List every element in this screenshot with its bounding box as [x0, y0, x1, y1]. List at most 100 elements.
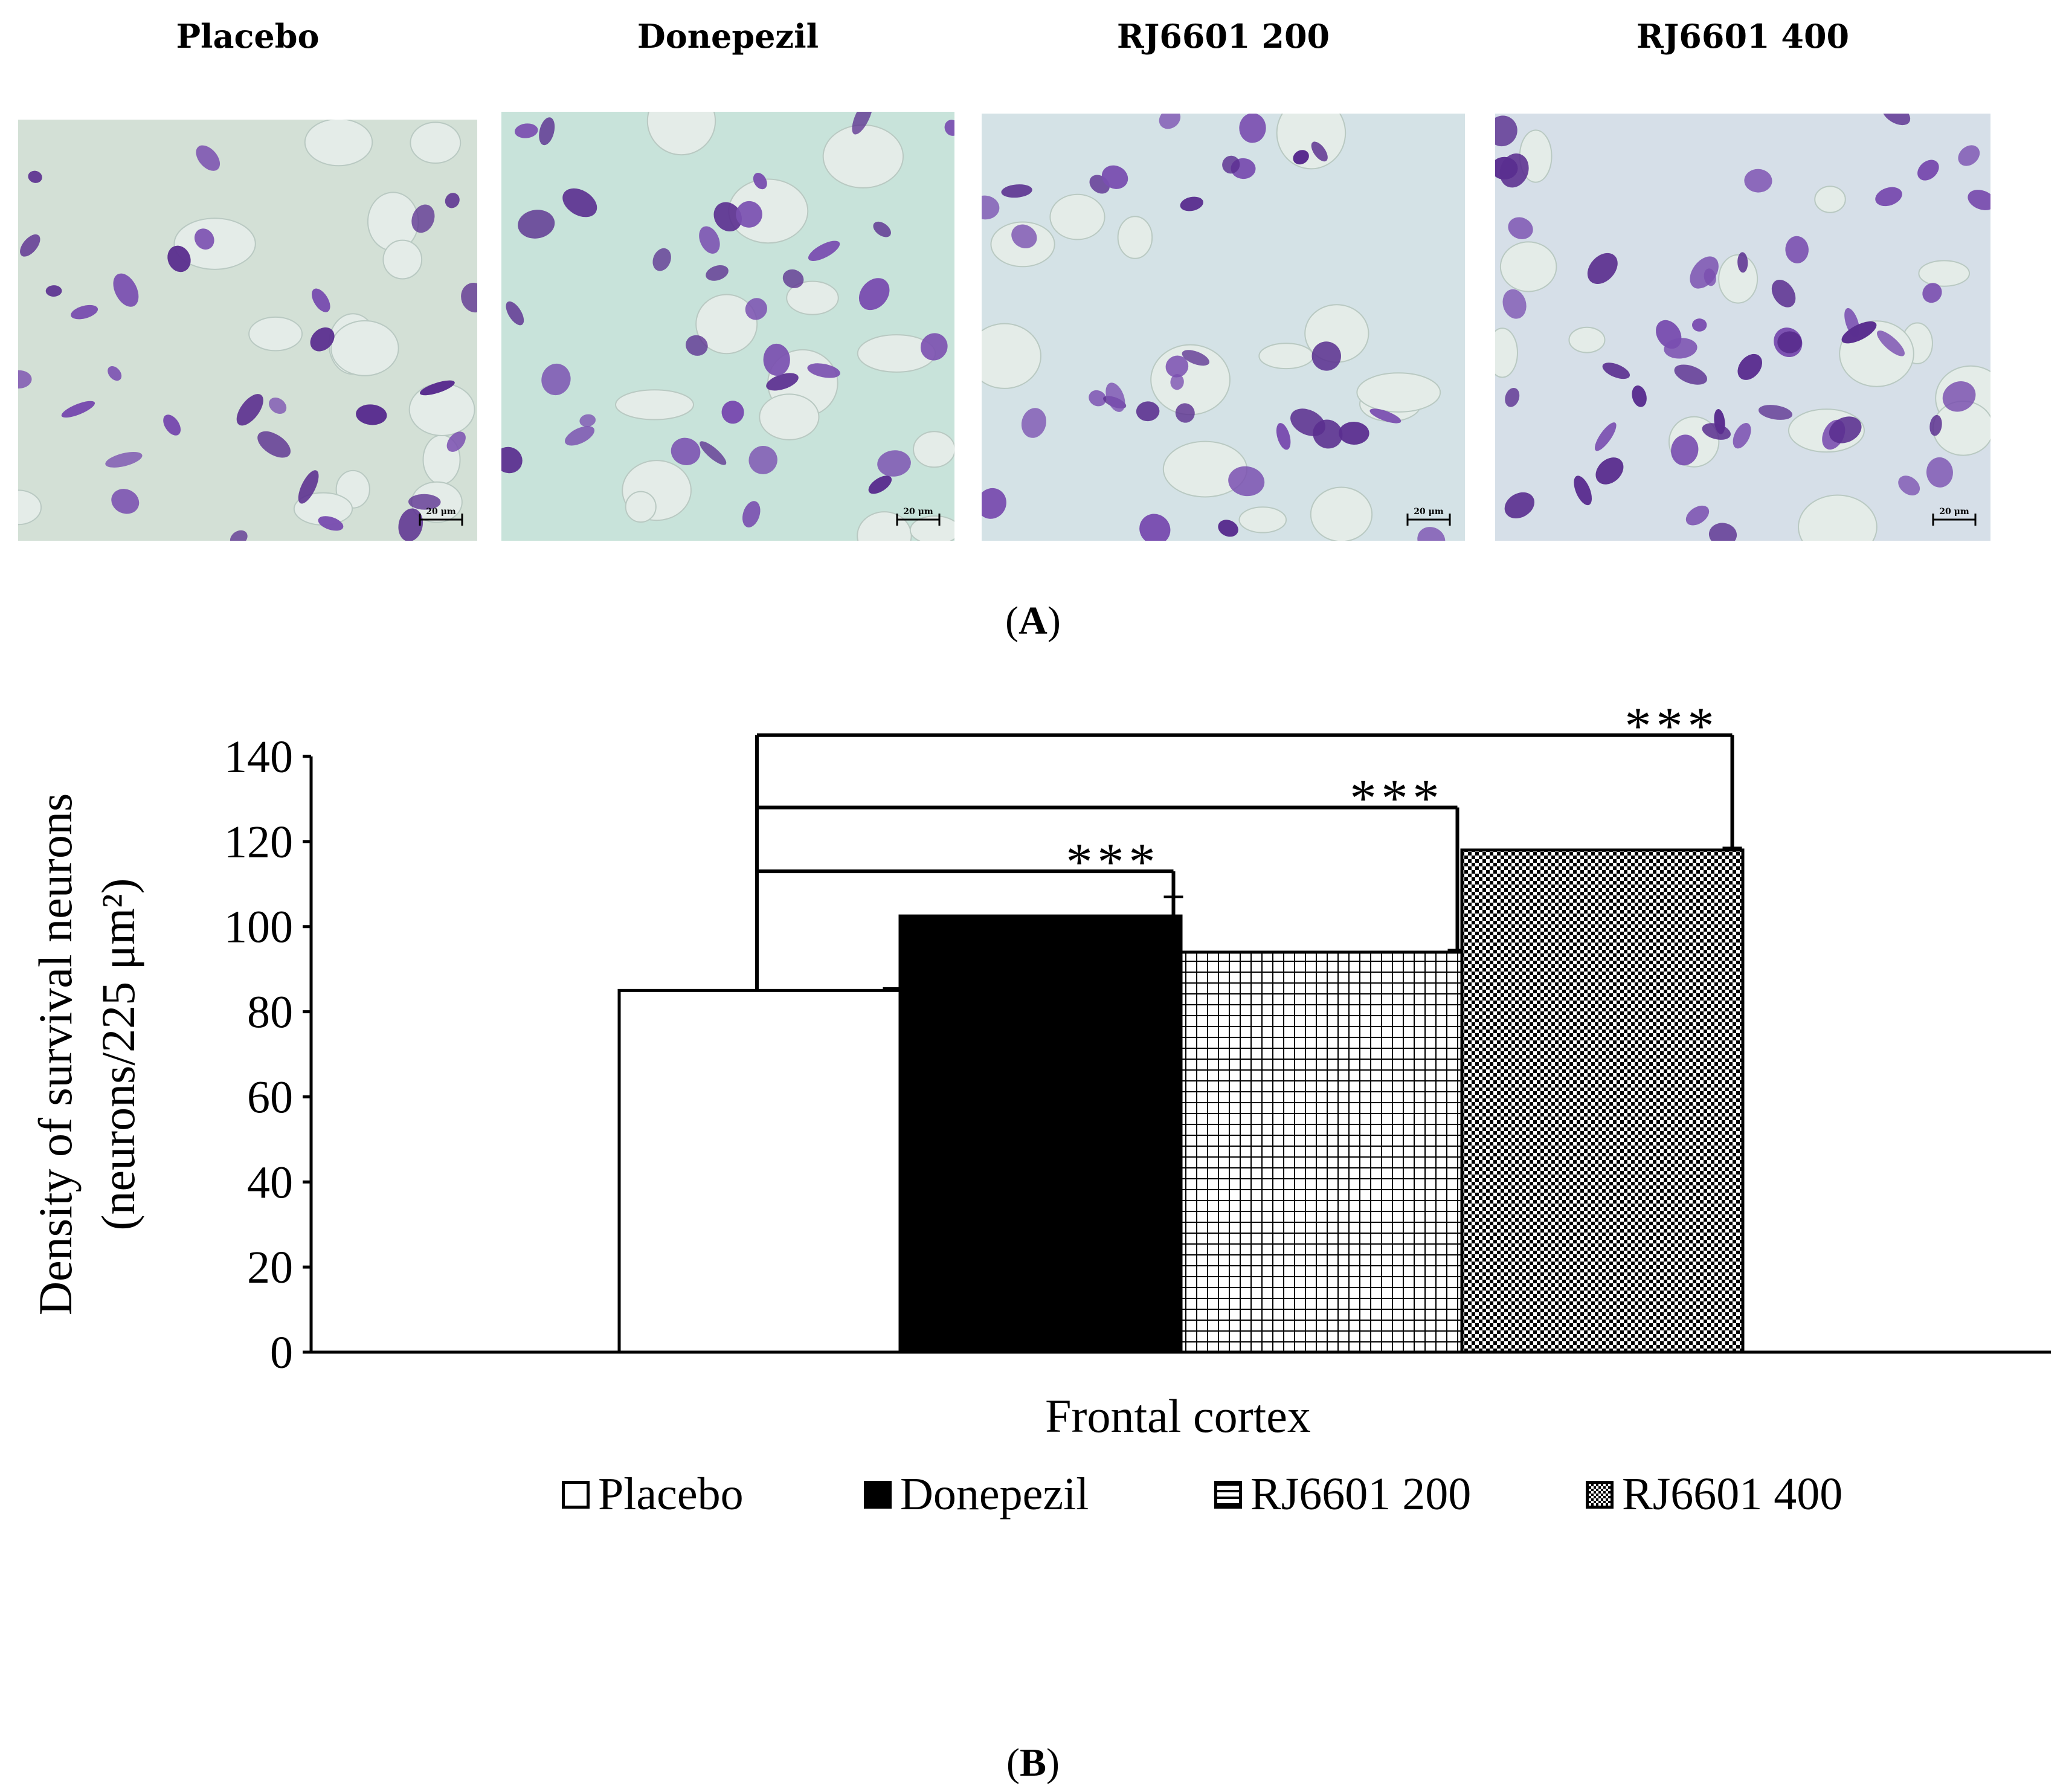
stained-neuron: [541, 363, 571, 396]
vacuole: [382, 239, 423, 280]
bar-donepezil: [898, 914, 1183, 1354]
stained-neuron: [18, 370, 32, 389]
stained-neuron: [105, 452, 143, 468]
stained-neuron: [873, 221, 891, 237]
stained-neuron: [1733, 423, 1751, 449]
stained-neuron: [108, 366, 122, 381]
bar-placebo: [617, 988, 902, 1354]
vacuole: [1718, 254, 1759, 304]
micrograph-rj6601-400: 20 μm: [1495, 114, 1990, 541]
stained-neuron: [877, 450, 911, 477]
stained-neuron: [944, 120, 954, 136]
bar-rj6601-400: [1460, 848, 1745, 1354]
micrograph-placebo: 20 μm: [18, 120, 477, 541]
stained-neuron: [514, 123, 538, 138]
stained-neuron: [852, 112, 873, 135]
legend-label-rj6601-400: RJ6601 400: [1622, 1469, 1843, 1520]
scale-bar: 20 μm: [419, 507, 463, 526]
stained-neuron: [1785, 236, 1809, 263]
stained-neuron: [1958, 145, 1980, 166]
significance-bracket-3: ***: [755, 697, 1734, 991]
vacuole: [410, 121, 462, 164]
vacuole: [1258, 343, 1314, 370]
stained-neuron: [1175, 403, 1195, 423]
stained-neuron: [700, 441, 727, 465]
vacuole: [304, 120, 373, 167]
stained-neuron: [1704, 268, 1716, 286]
stained-neuron: [1001, 184, 1032, 198]
stained-neuron: [671, 437, 701, 465]
stained-neuron: [1737, 353, 1762, 380]
legend-item-rj6601-400: RJ6601 400: [1586, 1468, 1842, 1521]
stained-neuron: [753, 173, 767, 190]
micrograph-title-donepezil: Donepezil: [637, 17, 819, 56]
legend-item-placebo: Placebo: [562, 1468, 744, 1521]
vacuole: [695, 294, 758, 355]
legend-label-rj6601-200: RJ6601 200: [1250, 1469, 1472, 1520]
vacuole: [1499, 241, 1557, 292]
vacuole: [1356, 372, 1441, 413]
scale-bar: 20 μm: [1932, 507, 1977, 526]
stained-neuron: [1771, 279, 1796, 308]
significance-label: ***: [1625, 697, 1719, 756]
stained-neuron: [1926, 457, 1953, 488]
vacuole: [1918, 260, 1971, 287]
stained-neuron: [766, 373, 799, 391]
stained-neuron: [1311, 341, 1341, 371]
y-tick-label: 0: [270, 1327, 293, 1378]
stained-neuron: [1829, 416, 1862, 443]
stained-neuron: [1758, 405, 1793, 420]
panel-a-label: (A): [1005, 599, 1061, 643]
vacuole: [1310, 486, 1373, 541]
stained-neuron: [257, 431, 291, 458]
stained-neuron: [1136, 401, 1160, 422]
stained-neuron: [445, 193, 460, 208]
chart-legend: Placebo Donepezil RJ6601 200 RJ6601 400: [0, 1468, 2066, 1529]
stained-neuron: [1685, 505, 1710, 526]
vacuole: [1798, 494, 1878, 541]
stained-neuron: [1708, 523, 1737, 541]
stained-neuron: [868, 475, 892, 494]
vacuole: [1495, 327, 1518, 378]
stained-neuron: [1170, 374, 1184, 390]
vacuole: [615, 389, 694, 421]
scale-bar-label: 20 μm: [1414, 507, 1444, 517]
stained-neuron: [1218, 520, 1238, 537]
y-tick-label: 120: [224, 817, 293, 868]
stained-neuron: [61, 401, 95, 418]
stained-neuron: [506, 301, 524, 326]
tissue-background: [18, 120, 477, 541]
stained-neuron: [1942, 381, 1976, 412]
stained-neuron: [230, 530, 248, 541]
stained-neuron: [1574, 475, 1592, 506]
stained-neuron: [1875, 187, 1902, 207]
stained-neuron: [1502, 289, 1527, 319]
vacuole: [759, 393, 820, 440]
legend-item-rj6601-200: RJ6601 200: [1214, 1468, 1471, 1521]
legend-item-donepezil: Donepezil: [864, 1468, 1089, 1521]
vacuole: [646, 112, 716, 156]
stained-neuron: [1508, 217, 1533, 239]
stained-neuron: [686, 335, 708, 356]
stained-neuron: [1777, 331, 1802, 353]
stained-neuron: [1664, 338, 1698, 359]
stained-neuron: [1290, 408, 1325, 436]
micrograph-title-rj6601-200: RJ6601 200: [1116, 17, 1330, 56]
y-tick-label: 100: [224, 902, 293, 953]
stained-neuron: [1293, 150, 1309, 165]
stained-neuron: [1594, 422, 1617, 451]
vacuole: [909, 515, 954, 541]
stained-neuron: [1228, 466, 1265, 497]
stained-neuron: [1021, 408, 1046, 438]
vacuole: [1238, 506, 1287, 533]
stained-neuron: [745, 298, 767, 320]
micrograph-rj6601-200: 20 μm: [982, 114, 1465, 541]
stained-neuron: [1692, 318, 1707, 332]
micrograph-rj6601-400-image: 20 μm: [1495, 114, 1990, 541]
stained-neuron: [1495, 115, 1517, 147]
micrograph-donepezil-image: 20 μm: [501, 112, 954, 541]
stained-neuron: [982, 488, 1006, 519]
stained-neuron: [1602, 363, 1630, 379]
legend-swatch-placebo: [562, 1480, 590, 1509]
stained-neuron: [312, 288, 330, 312]
